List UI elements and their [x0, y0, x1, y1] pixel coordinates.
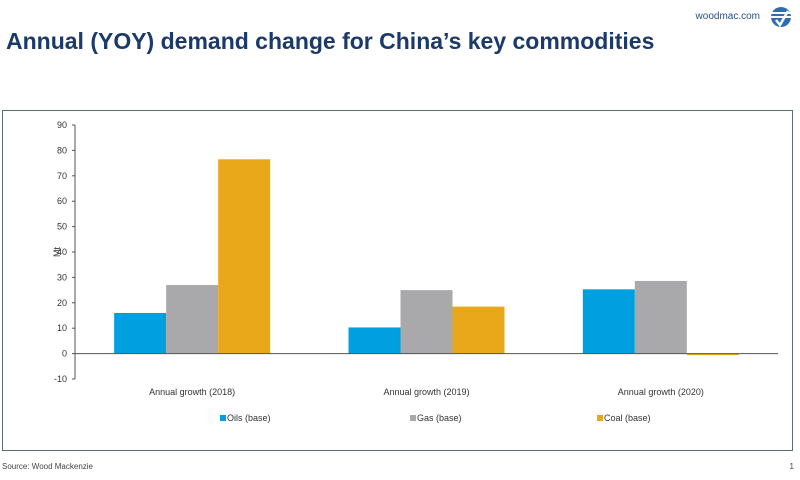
y-tick-label: 90: [57, 120, 67, 130]
bar-gas: [634, 280, 687, 354]
y-tick-label: 20: [57, 298, 67, 308]
x-tick-label: Annual growth (2020): [618, 387, 704, 397]
y-tick-label: 10: [57, 323, 67, 333]
y-tick-label: 30: [57, 272, 67, 282]
legend-swatch: [597, 415, 603, 421]
y-tick-label: 60: [57, 196, 67, 206]
source-note: Source: Wood Mackenzie: [2, 462, 94, 471]
legend-label: Oils (base): [227, 413, 271, 423]
bar-oils: [348, 327, 401, 354]
chart-frame: [2, 110, 793, 451]
y-tick-label: 50: [57, 222, 67, 232]
woodmac-logo-icon: [771, 7, 791, 28]
legend-label: Coal (base): [604, 413, 651, 423]
bar-gas: [400, 290, 453, 354]
x-tick-label: Annual growth (2018): [149, 387, 235, 397]
y-tick-label: 70: [57, 171, 67, 181]
x-tick-label: Annual growth (2019): [383, 387, 469, 397]
bar-oils: [582, 289, 635, 354]
bar-gas: [166, 285, 219, 354]
bar-coal: [686, 353, 739, 356]
page-number: 1: [789, 462, 794, 471]
bar-oils: [114, 312, 167, 354]
y-tick-label: 40: [57, 247, 67, 257]
y-tick-label: -10: [54, 374, 67, 384]
y-axis-label: Mt: [52, 247, 62, 257]
y-tick-label: 0: [62, 349, 67, 359]
legend-label: Gas (base): [417, 413, 462, 423]
brand-link[interactable]: woodmac.com: [695, 11, 760, 22]
legend-swatch: [410, 415, 416, 421]
bar-coal: [218, 159, 271, 354]
y-tick-label: 80: [57, 145, 67, 155]
page-title: Annual (YOY) demand change for China’s k…: [6, 28, 655, 54]
bar-coal: [452, 306, 505, 354]
legend-swatch: [220, 415, 226, 421]
